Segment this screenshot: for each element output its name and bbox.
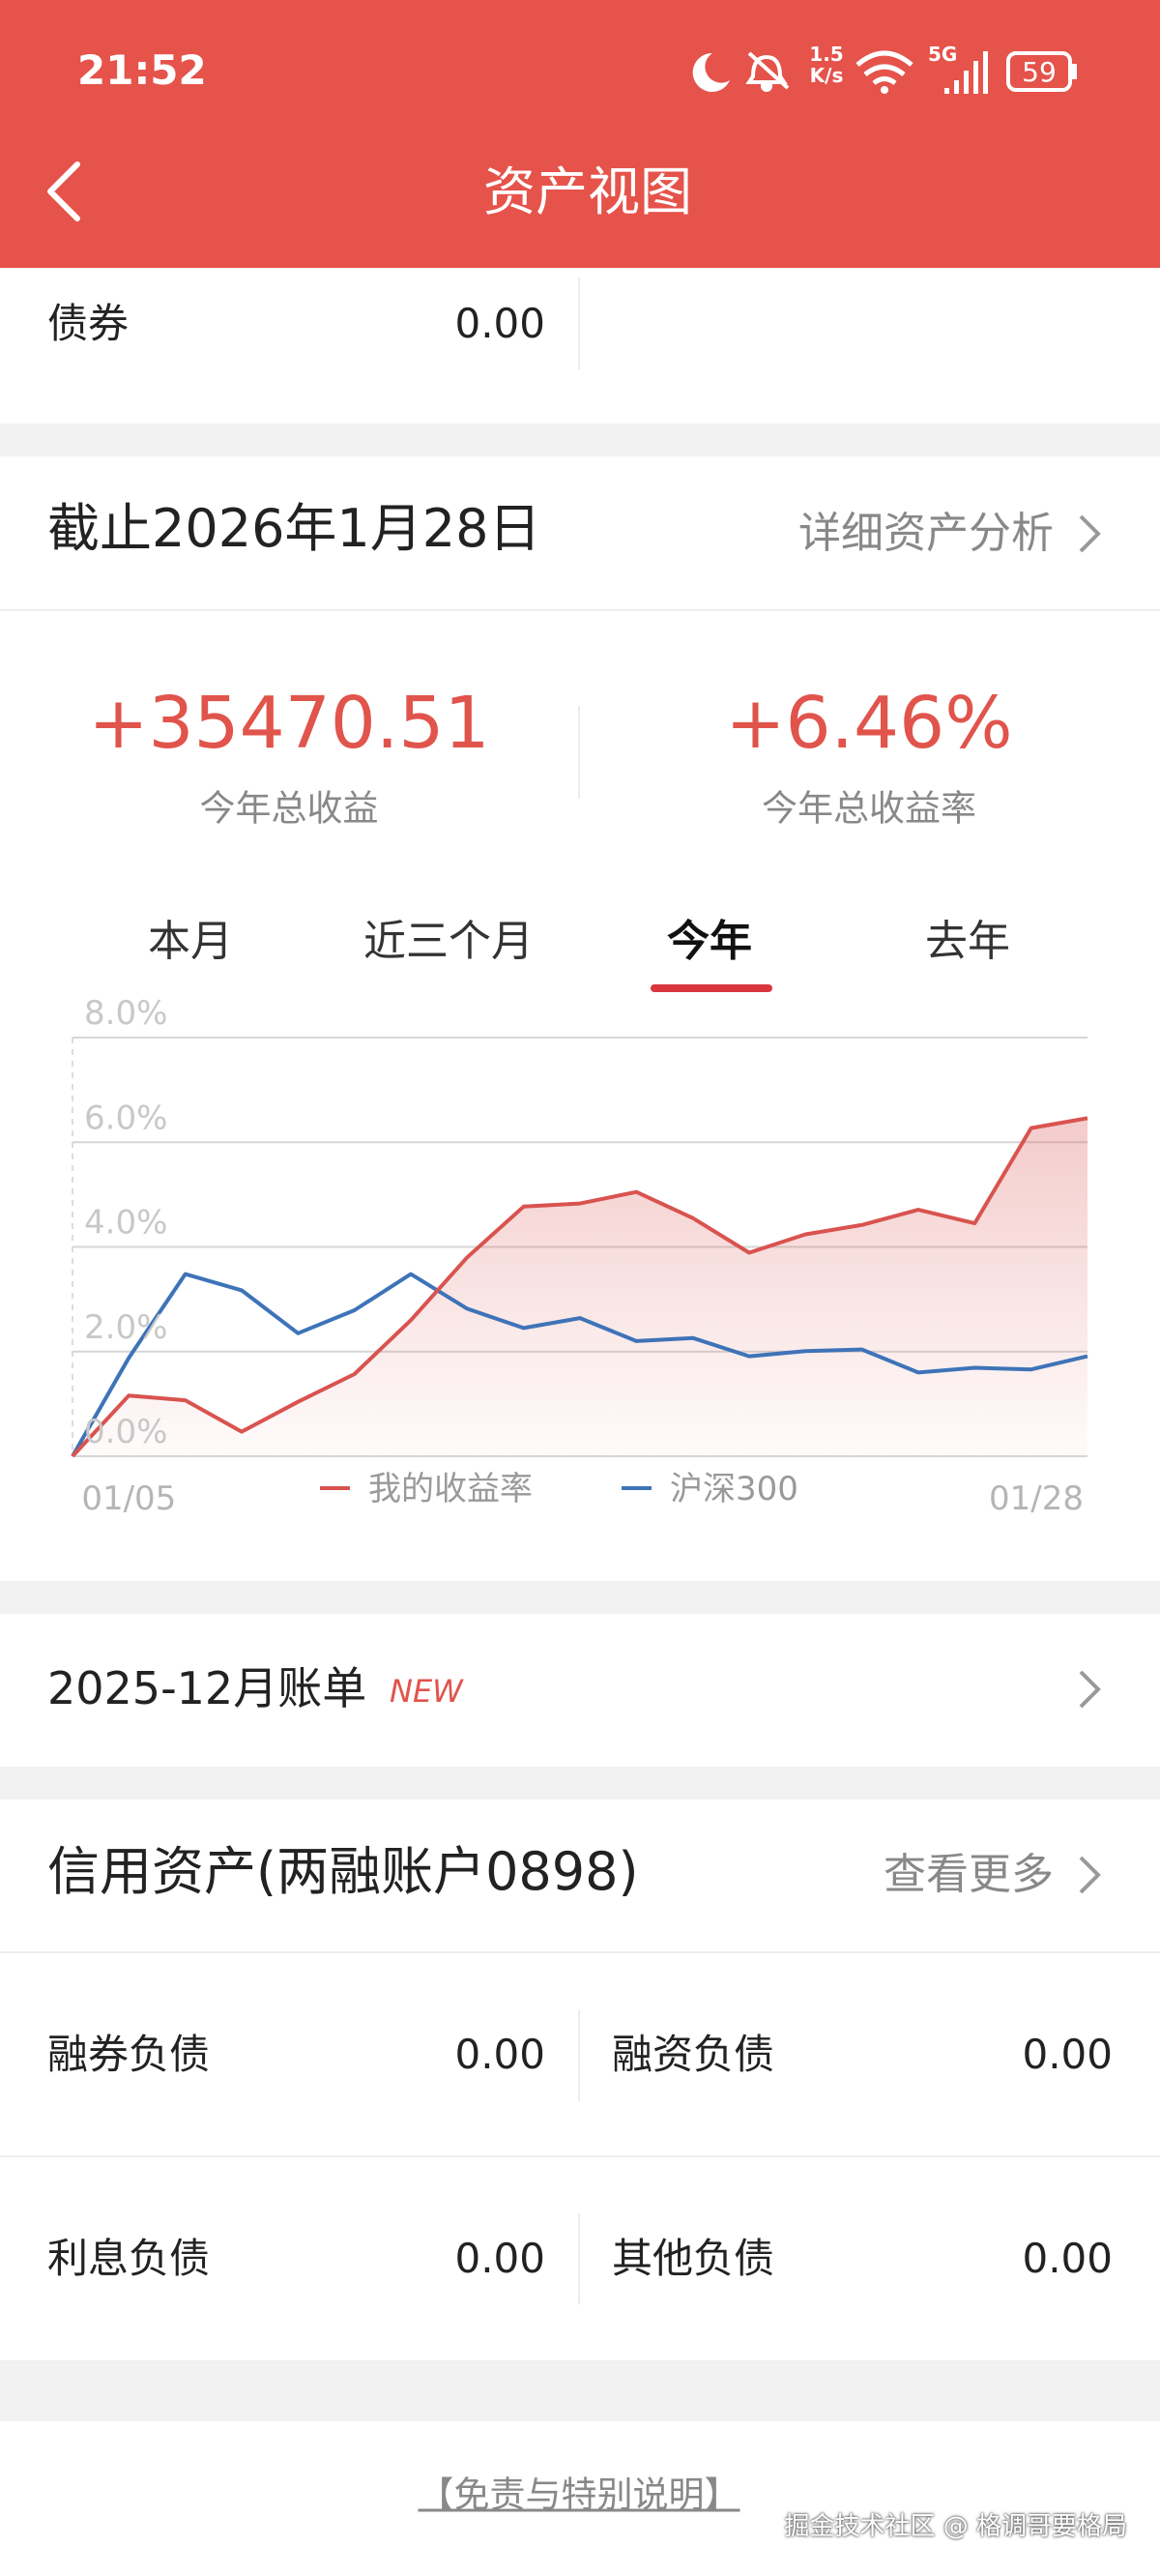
footer: 【免责与特别说明】 掘金技术社区 @ 格调哥要格局 [0,2421,1160,2576]
divider [578,2213,580,2304]
credit-card: 信用资产(两融账户0898) 查看更多 融券负债 0.00 融资负债 0.00 … [0,1800,1160,2360]
y-tick-label: 8.0% [84,996,167,1033]
analysis-link[interactable]: 详细资产分析 [798,509,1054,558]
chevron[interactable] [1075,1668,1104,1711]
battery-level: 59 [1022,56,1057,88]
bond-row: 债券 0.00 [0,268,1160,424]
chevron-line[interactable] [1079,514,1101,553]
net-speed: 1.5 [809,44,843,66]
wifi-icon [856,50,914,86]
row-label: 利息负债 [47,2235,211,2282]
network-type: 5G [928,44,957,66]
x-tick-label: 01/05 [81,1479,176,1518]
y-tick-label: 6.0% [84,1098,167,1137]
divider [578,278,580,369]
y-tick-label: 4.0% [84,1204,167,1243]
row-label: 其他负债 [612,2235,775,2282]
series-line [71,1116,1088,1458]
total-rate: +6.46% [725,682,1013,765]
divider [0,609,1160,611]
divider [578,2010,580,2101]
divider [0,1951,1160,1953]
app-header: 21:52 1.5 K/s 5G 59 资产视图 [0,0,1160,268]
watermark: 掘金技术社区 @ 格调哥要格局 [784,2512,1127,2541]
row-label: 融资负债 [612,2031,775,2078]
tab-active[interactable]: 今年 [667,917,752,966]
total-rate-label: 今年总收益率 [762,787,976,830]
tab[interactable]: 本月 [148,917,233,966]
y-tick-label: 0.0% [84,1413,167,1451]
status-icons: 1.5 K/s 5G 59 [692,44,1077,94]
total-profit: +35470.51 [88,682,490,765]
legend-label: 沪深300 [670,1470,798,1508]
signal-icon [944,51,988,94]
net-unit: K/s [810,64,844,87]
chevron[interactable] [1075,1854,1104,1896]
bill-row[interactable]: 2025-12月账单 NEW [0,1614,1160,1767]
tab[interactable]: 去年 [925,917,1010,966]
x-tick-label: 01/28 [989,1479,1084,1518]
back-arrow[interactable] [47,161,80,221]
summary-card: 截止2026年1月28日 详细资产分析 +35470.51 今年总收益 +6.4… [0,456,1160,1581]
more-link[interactable]: 查看更多 [884,1850,1054,1899]
row-label: 债券 [47,300,130,347]
mute-icon [745,51,790,92]
battery-tip [1072,64,1077,79]
legend-label: 我的收益率 [368,1470,533,1508]
chevron-line[interactable] [1079,1856,1101,1894]
row-value: 0.00 [454,2235,545,2282]
area [72,1118,1088,1456]
tab-indicator [651,984,772,992]
status-time: 21:52 [77,46,207,94]
y-tick-label: 2.0% [84,1308,167,1347]
total-profit-label: 今年总收益 [199,787,379,830]
chevron-line[interactable] [1079,1670,1101,1709]
disclaimer-link[interactable]: 【免责与特别说明】 [418,2474,740,2516]
row-value: 0.00 [1022,2031,1113,2078]
credit-title: 信用资产(两融账户0898) [47,1841,639,1902]
page-title: 资产视图 [483,161,692,222]
divider [0,2155,1160,2157]
series-line [71,1272,1088,1457]
back-button[interactable] [39,155,97,232]
moon-icon [692,52,730,92]
bill-title[interactable]: 2025-12月账单 [47,1662,367,1714]
row-label: 融券负债 [47,2031,211,2078]
battery-body [1006,51,1072,92]
chart: 0.0% 2.0% 4.0% 6.0% 8.0% 01/05 01/28 我的收益率 沪深300 [71,996,1088,1518]
tab[interactable]: 近三个月 [363,917,534,966]
row-value: 0.00 [1022,2235,1113,2282]
new-badge: NEW [390,1673,463,1710]
divider [578,706,580,799]
row-value: 0.00 [454,300,545,347]
row-value: 0.00 [454,2031,545,2078]
chevron[interactable] [1075,512,1104,555]
wifi-dot [881,86,888,94]
summary-date: 截止2026年1月28日 [47,498,541,559]
